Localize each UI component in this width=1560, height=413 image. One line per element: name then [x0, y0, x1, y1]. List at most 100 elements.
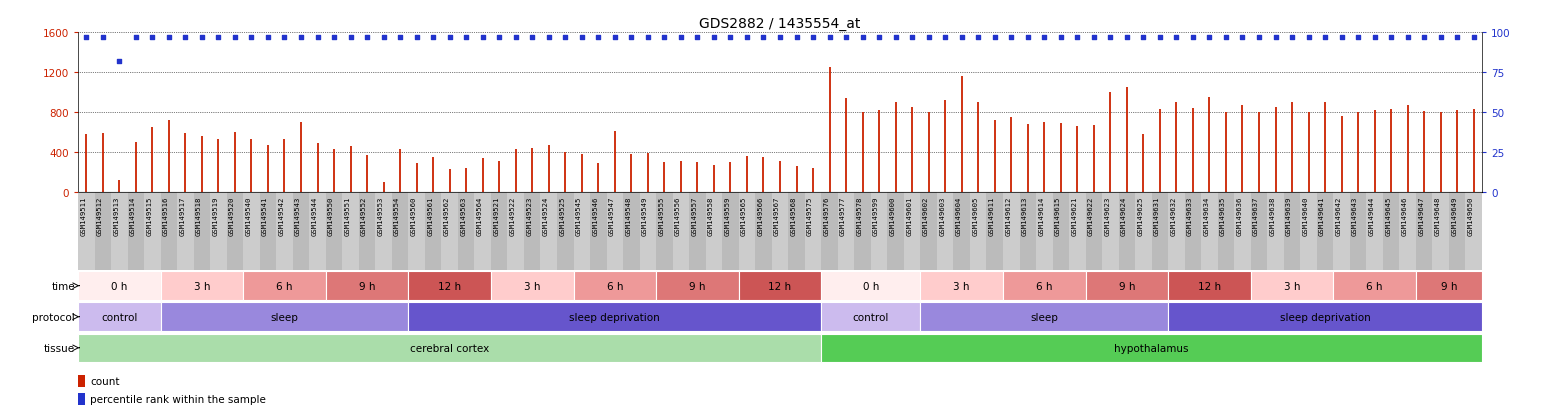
Text: GSM149577: GSM149577	[841, 196, 846, 235]
Bar	[755, 192, 772, 271]
Text: GSM149516: GSM149516	[162, 196, 168, 235]
Bar	[376, 192, 392, 271]
Text: GSM149523: GSM149523	[526, 196, 532, 235]
Text: GSM149545: GSM149545	[576, 196, 582, 235]
Point	[189, 35, 214, 41]
Point	[73, 35, 98, 41]
Bar	[1218, 192, 1234, 271]
Bar	[920, 272, 1003, 300]
Bar	[705, 192, 722, 271]
Point	[966, 35, 991, 41]
Bar	[1367, 192, 1382, 271]
Text: GSM149511: GSM149511	[80, 196, 86, 235]
Bar	[690, 192, 705, 271]
Text: GSM149640: GSM149640	[1303, 196, 1309, 235]
Point	[1114, 35, 1139, 41]
Text: GSM149551: GSM149551	[345, 196, 351, 235]
Bar	[243, 272, 326, 300]
Point	[140, 35, 165, 41]
Bar	[144, 192, 161, 271]
Point	[998, 35, 1023, 41]
Text: 3 h: 3 h	[193, 281, 211, 291]
Point	[421, 35, 446, 41]
Bar	[392, 192, 409, 271]
Text: 0 h: 0 h	[111, 281, 128, 291]
Point	[800, 35, 825, 41]
Point	[635, 35, 660, 41]
Text: GSM149522: GSM149522	[510, 196, 516, 235]
Bar	[657, 192, 672, 271]
Bar	[1334, 192, 1349, 271]
Bar	[821, 272, 920, 300]
Point	[223, 35, 248, 41]
Bar	[1168, 303, 1482, 331]
Text: GSM149565: GSM149565	[741, 196, 747, 235]
Point	[404, 35, 429, 41]
Text: 9 h: 9 h	[1441, 281, 1457, 291]
Point	[867, 35, 892, 41]
Bar	[474, 192, 491, 271]
Text: GSM149632: GSM149632	[1170, 196, 1176, 235]
Bar	[1053, 192, 1069, 271]
Bar	[161, 272, 243, 300]
Text: tissue: tissue	[44, 343, 75, 353]
Text: 3 h: 3 h	[953, 281, 970, 291]
Point	[1346, 35, 1371, 41]
Point	[354, 35, 379, 41]
Point	[602, 35, 627, 41]
Point	[1131, 35, 1156, 41]
Bar	[888, 192, 903, 271]
Point	[1098, 35, 1123, 41]
Bar	[938, 192, 953, 271]
Bar	[491, 192, 507, 271]
Point	[1445, 35, 1470, 41]
Point	[90, 35, 115, 41]
Text: GSM149575: GSM149575	[807, 196, 813, 235]
Bar	[1086, 192, 1101, 271]
Text: GSM149643: GSM149643	[1353, 196, 1359, 235]
Bar	[78, 334, 821, 362]
Point	[1264, 35, 1289, 41]
Bar	[178, 192, 193, 271]
Point	[321, 35, 346, 41]
Point	[1462, 35, 1487, 41]
Text: 6 h: 6 h	[1367, 281, 1382, 291]
Point	[668, 35, 693, 41]
Point	[735, 35, 760, 41]
Bar	[772, 192, 788, 271]
Bar	[78, 272, 161, 300]
Point	[1065, 35, 1090, 41]
Bar	[1399, 192, 1416, 271]
Text: GSM149543: GSM149543	[295, 196, 301, 235]
Text: GSM149517: GSM149517	[179, 196, 186, 235]
Text: GSM149576: GSM149576	[824, 196, 830, 235]
Point	[173, 35, 198, 41]
Point	[470, 35, 495, 41]
Bar	[78, 192, 95, 271]
Text: percentile rank within the sample: percentile rank within the sample	[90, 394, 267, 404]
Point	[1429, 35, 1454, 41]
Bar	[161, 192, 178, 271]
Bar	[128, 192, 144, 271]
Bar	[1416, 272, 1482, 300]
Point	[552, 35, 577, 41]
Bar	[920, 303, 1168, 331]
Text: control: control	[101, 312, 137, 322]
Text: GSM149559: GSM149559	[724, 196, 730, 235]
Text: cerebral cortex: cerebral cortex	[410, 343, 490, 353]
Text: GSM149642: GSM149642	[1335, 196, 1342, 235]
Point	[1181, 35, 1206, 41]
Point	[1214, 35, 1239, 41]
Text: GSM149524: GSM149524	[543, 196, 549, 235]
Point	[983, 35, 1008, 41]
Point	[900, 35, 925, 41]
Point	[948, 35, 973, 41]
Point	[1296, 35, 1321, 41]
Text: GSM149518: GSM149518	[197, 196, 201, 235]
Bar	[424, 192, 441, 271]
Text: GSM149568: GSM149568	[791, 196, 797, 235]
Bar	[805, 192, 821, 271]
Text: GSM149560: GSM149560	[410, 196, 417, 235]
Bar	[821, 334, 1482, 362]
Text: 9 h: 9 h	[1119, 281, 1136, 291]
